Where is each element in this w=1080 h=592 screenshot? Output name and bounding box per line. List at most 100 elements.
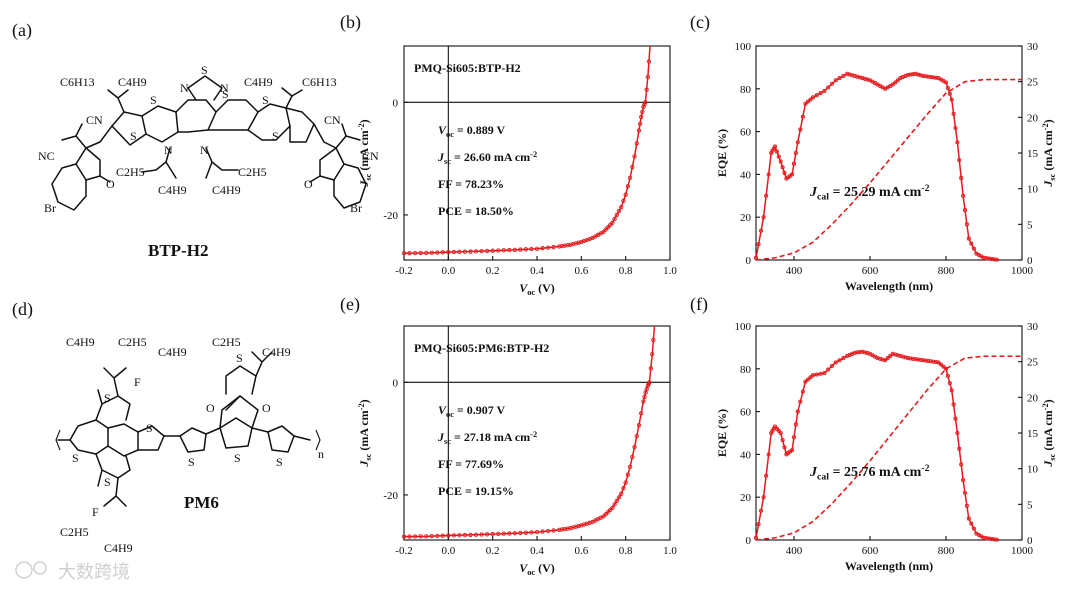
data-point [923, 358, 928, 363]
y-tick-label: -20 [383, 490, 398, 502]
jv-chart-btp-h2: -0.2 0.0 0.2 0.4 0.6 0.8 1.0 0 -20 Voc​ (V) Jsc​ (… [357, 45, 677, 297]
data-point [407, 251, 412, 256]
data-point [756, 522, 761, 527]
data-point [412, 250, 418, 256]
data-point [918, 357, 923, 362]
data-point [826, 85, 831, 90]
data-point [984, 256, 989, 261]
data-point [969, 241, 974, 246]
btp-n-atom-3: N [164, 143, 173, 157]
pm6-f-bottom: F [92, 505, 99, 519]
pm6-c4h9-top-left: C4H9 [66, 335, 95, 349]
data-point [565, 243, 570, 248]
data-point [644, 87, 649, 92]
data-point [424, 534, 429, 539]
btp-h2-structure: S S S S S S N N N N C6H13 C4H9 C4H9 C6H1… [38, 63, 379, 260]
data-point [833, 78, 838, 83]
annotation-jcal: Jcal​ = 25.76 mA cm-2​ [809, 463, 930, 482]
data-point [981, 535, 987, 540]
btp-n-atom-1: N [180, 81, 189, 95]
y-tick-label: 80 [740, 84, 752, 96]
data-point [761, 495, 766, 500]
x-tick-label: 0.2 [486, 265, 500, 277]
data-point [905, 356, 911, 361]
data-point [501, 248, 506, 253]
data-point [632, 444, 637, 450]
x-tick-label: 0.0 [441, 545, 455, 557]
data-point [798, 399, 803, 404]
data-point [949, 388, 954, 393]
data-point [639, 114, 644, 120]
x-tick-label: 600 [862, 545, 879, 557]
data-point [468, 249, 473, 254]
data-point [576, 523, 581, 529]
data-point [852, 350, 857, 355]
data-point [568, 526, 573, 531]
btp-s-atom-2: S [150, 93, 157, 107]
data-point [641, 399, 646, 404]
data-point [490, 248, 495, 253]
data-point [780, 438, 785, 443]
data-point [953, 125, 958, 131]
data-point [573, 241, 578, 246]
data-point [923, 74, 928, 79]
data-point [893, 80, 898, 85]
data-point [847, 72, 852, 77]
data-point [957, 158, 962, 163]
x-tick-label: 0.6 [574, 265, 588, 277]
data-point [964, 503, 969, 508]
btp-c4h9-right: C4H9 [244, 75, 273, 89]
panel-label-e: (e) [340, 294, 360, 315]
y-tick-label: 40 [740, 169, 752, 181]
data-point [893, 352, 898, 357]
data-point [619, 204, 624, 210]
data-point [916, 357, 921, 362]
data-point [971, 526, 976, 531]
data-point [911, 72, 916, 77]
data-point [829, 81, 835, 86]
data-point [837, 76, 842, 81]
data-point [803, 101, 808, 106]
data-point [621, 198, 626, 204]
data-point [435, 250, 440, 255]
data-point [949, 97, 954, 102]
y-tick-label: 0 [393, 97, 399, 109]
data-point [953, 416, 958, 421]
btp-c6h13-left: C6H13 [60, 75, 95, 89]
eqe-chart-pm6-btp-h2: 400 600 800 1000020406080100051015202530Wav… [715, 321, 1057, 573]
data-point [908, 72, 913, 77]
data-point [614, 212, 619, 218]
x-tick-label: 1.0 [663, 545, 677, 557]
data-point [484, 532, 490, 537]
data-point [800, 389, 805, 394]
data-point [862, 76, 867, 81]
integrated-jsc-curve [755, 355, 1022, 541]
data-point [610, 220, 615, 225]
data-point [605, 509, 611, 515]
annotation-4: PCE = 18.50% [438, 204, 514, 218]
data-point [900, 354, 905, 359]
data-point [440, 533, 445, 538]
y2-tick-label: 10 [1027, 464, 1039, 476]
data-point [573, 524, 578, 529]
panel-label-b: (b) [340, 12, 361, 33]
data-point [860, 349, 865, 354]
data-point [945, 86, 950, 91]
data-point [805, 377, 810, 382]
data-point [632, 154, 637, 159]
data-point [565, 526, 570, 531]
pm6-name: PM6 [184, 493, 219, 512]
x-tick-label: -0.2 [395, 265, 412, 277]
data-point [776, 154, 781, 159]
annotation-1: Voc​ = 0.907 V [438, 403, 506, 419]
data-point [814, 372, 819, 377]
x-tick-label: 800 [938, 265, 955, 277]
x-tick-label: 0.8 [619, 265, 633, 277]
data-point [759, 508, 764, 513]
data-point [951, 111, 956, 116]
data-point [401, 251, 407, 256]
data-point [534, 529, 540, 535]
y2-tick-label: 5 [1027, 219, 1033, 231]
data-point [610, 505, 615, 511]
data-point [888, 353, 893, 359]
